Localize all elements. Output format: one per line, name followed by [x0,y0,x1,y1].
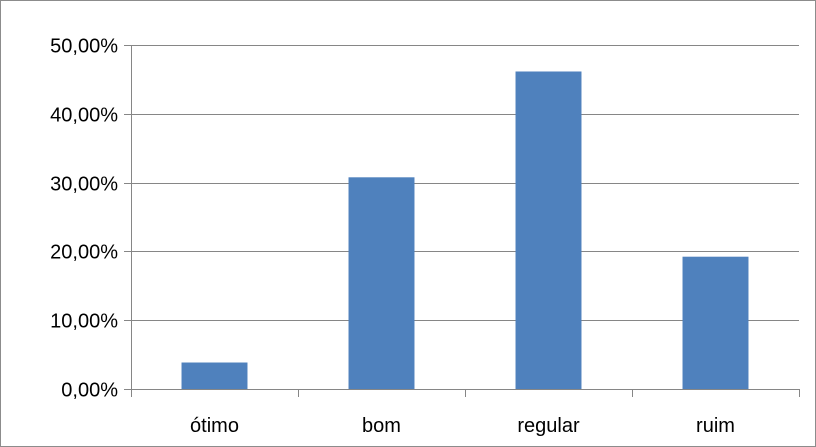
y-tick-label: 0,00% [61,380,118,402]
bar-3 [515,71,582,389]
x-tick-label: regular [517,415,580,437]
bar-1 [181,362,248,389]
x-tick-label: bom [362,415,401,437]
bar-4 [682,256,749,389]
y-tick-label: 20,00% [50,242,118,264]
bar-2 [348,177,415,389]
x-tick-label: ruim [696,415,735,437]
x-tick-label: ótimo [190,415,239,437]
axes [124,45,800,397]
bars [181,71,749,389]
y-tick-labels: 0,00% 10,00% 20,00% 30,00% 40,00% 50,00% [50,36,118,402]
y-tick-label: 30,00% [50,174,118,196]
y-tick-label: 40,00% [50,105,118,127]
y-tick-label: 10,00% [50,311,118,333]
x-tick-labels: ótimo bom regular ruim [190,415,735,437]
y-tick-label: 50,00% [50,36,118,58]
